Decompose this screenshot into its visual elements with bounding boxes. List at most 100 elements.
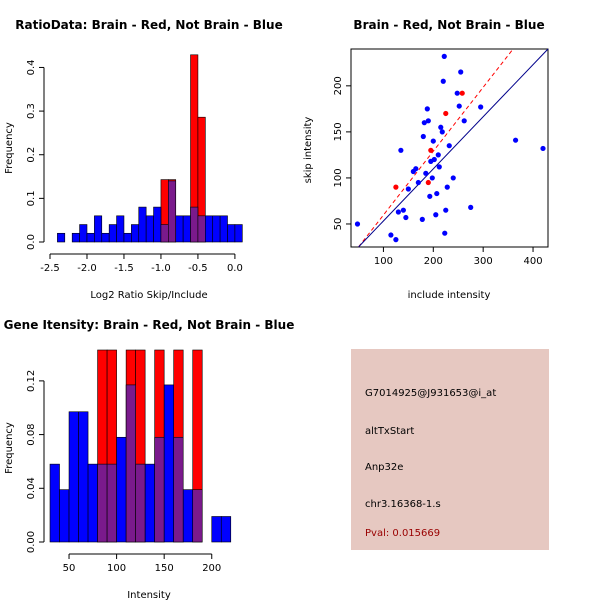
- scatter-y-label: skip intensity: [303, 117, 314, 184]
- info-box: [351, 349, 549, 550]
- intensity-bar-not-brain: [220, 516, 232, 543]
- scatter-point-not-brain: [446, 143, 452, 149]
- intensity-bar-not-brain: [97, 463, 108, 543]
- gene-name: Anp32e: [365, 462, 403, 473]
- scatter-point-brain: [428, 147, 434, 153]
- ratio-bar-not-brain: [101, 232, 110, 243]
- scatter-point-not-brain: [442, 230, 448, 236]
- intensity-y-label: Frequency: [4, 422, 15, 474]
- ratio-bars: [57, 54, 243, 243]
- location: chr3.16368-1.s: [365, 499, 441, 510]
- scatter-point-not-brain: [431, 156, 437, 163]
- scatter-point-not-brain: [458, 69, 464, 75]
- ratio-bar-not-brain: [227, 224, 236, 243]
- intensity-bar-not-brain: [49, 463, 60, 543]
- intensity-bar-not-brain: [182, 489, 194, 543]
- event-type: altTxStart: [365, 426, 414, 437]
- ratio-y-tick-label: 0.4: [26, 60, 37, 76]
- scatter-point-not-brain: [400, 207, 406, 213]
- ratio-y-tick-label: 0.0: [26, 234, 37, 250]
- info-panel: G7014925@J931653@i_at altTxStart Anp32e …: [351, 349, 549, 550]
- ratio-bar-not-brain: [160, 224, 169, 243]
- intensity-bar-not-brain: [68, 411, 79, 543]
- scatter-y-tick-label: 200: [333, 76, 344, 95]
- intensity-bar-not-brain: [211, 516, 222, 543]
- ratio-bar-not-brain: [57, 232, 66, 243]
- ratio-title: RatioData: Brain - Red, Not Brain - Blue: [15, 18, 282, 32]
- intensity-bars: [49, 349, 232, 543]
- scatter-point-brain: [393, 184, 399, 190]
- scatter-x-tick-label: 300: [474, 256, 493, 267]
- scatter-points: [354, 53, 546, 243]
- scatter-point-not-brain: [444, 184, 450, 190]
- scatter-x-tick-label: 100: [374, 256, 393, 267]
- scatter-point-not-brain: [398, 147, 404, 153]
- scatter-point-not-brain: [438, 124, 444, 130]
- ratio-panel: RatioData: Brain - Red, Not Brain - Blue…: [4, 18, 283, 301]
- ratio-bar-not-brain: [219, 215, 228, 243]
- scatter-y-tick-label: 50: [333, 218, 344, 231]
- intensity-y-tick-label: 0.04: [26, 477, 37, 499]
- scatter-x-tick-label: 400: [523, 256, 542, 267]
- intensity-x-tick-label: 50: [63, 563, 76, 574]
- scatter-point-not-brain: [440, 78, 446, 84]
- ratio-bar-not-brain: [131, 224, 140, 243]
- pval-text: Pval: 0.015669: [365, 528, 440, 539]
- ratio-bar-not-brain: [175, 215, 184, 243]
- scatter-point-not-brain: [424, 106, 430, 112]
- probe-id: G7014925@J931653@i_at: [365, 388, 496, 399]
- ratio-x-label: Log2 Ratio Skip/Include: [90, 290, 207, 301]
- intensity-bar-not-brain: [125, 384, 136, 543]
- intensity-bar-not-brain: [87, 463, 98, 543]
- ratio-bar-not-brain: [123, 232, 132, 243]
- ratio-x-axis: -2.5 -2.0 -1.5 -1.0 -0.5 0.0: [40, 253, 243, 274]
- scatter-point-not-brain: [415, 179, 421, 186]
- scatter-point-not-brain: [419, 216, 425, 222]
- intensity-bar-not-brain: [163, 384, 174, 543]
- scatter-point-not-brain: [461, 118, 467, 124]
- scatter-fit-lines: [358, 48, 549, 248]
- scatter-y-axis: 50 100 150 200: [333, 76, 351, 230]
- scatter-x-axis: 100 200 300 400: [374, 247, 543, 267]
- ratio-y-tick-label: 0.3: [26, 103, 37, 119]
- scatter-point-not-brain: [403, 214, 409, 221]
- ratio-bar-not-brain: [86, 232, 95, 243]
- scatter-point-not-brain: [430, 138, 436, 144]
- scatter-point-not-brain: [423, 170, 429, 176]
- scatter-point-not-brain: [425, 118, 431, 124]
- scatter-point-not-brain: [405, 186, 411, 192]
- ratio-y-tick-label: 0.1: [26, 190, 37, 206]
- intensity-bar-not-brain: [106, 463, 117, 543]
- scatter-point-not-brain: [388, 232, 394, 238]
- ratio-bar-not-brain: [116, 215, 125, 243]
- scatter-point-not-brain: [540, 145, 546, 152]
- ratio-x-tick-label: 0.0: [227, 263, 243, 274]
- ratio-bar-not-brain: [190, 206, 199, 243]
- intensity-x-axis: 50 100 150 200: [63, 553, 221, 574]
- scatter-y-tick-label: 100: [333, 168, 344, 187]
- intensity-x-tick-label: 200: [202, 563, 221, 574]
- intensity-bar-not-brain: [59, 489, 70, 543]
- intensity-x-tick-label: 150: [155, 563, 174, 574]
- ratio-bar-not-brain: [182, 215, 191, 243]
- ratio-y-label: Frequency: [4, 122, 15, 174]
- scatter-point-not-brain: [443, 207, 449, 213]
- scatter-plot-frame: [350, 48, 549, 248]
- intensity-bar-not-brain: [78, 411, 89, 543]
- ratio-x-tick-label: -2.0: [77, 263, 97, 274]
- intensity-x-tick-label: 100: [107, 563, 126, 574]
- scatter-title: Brain - Red, Not Brain - Blue: [353, 18, 544, 32]
- scatter-point-not-brain: [420, 133, 426, 140]
- scatter-point-not-brain: [413, 166, 419, 172]
- scatter-point-not-brain: [435, 152, 441, 158]
- ratio-x-tick-label: -0.5: [188, 263, 208, 274]
- intensity-bar-not-brain: [192, 489, 203, 543]
- ratio-y-axis: 0.0 0.1 0.2 0.3 0.4: [26, 60, 45, 250]
- intensity-y-tick-label: 0.00: [26, 531, 37, 553]
- ratio-bar-not-brain: [108, 224, 117, 243]
- scatter-point-not-brain: [429, 175, 435, 181]
- scatter-point-brain: [459, 90, 465, 96]
- scatter-point-not-brain: [439, 129, 445, 135]
- ratio-bar-not-brain: [79, 224, 88, 243]
